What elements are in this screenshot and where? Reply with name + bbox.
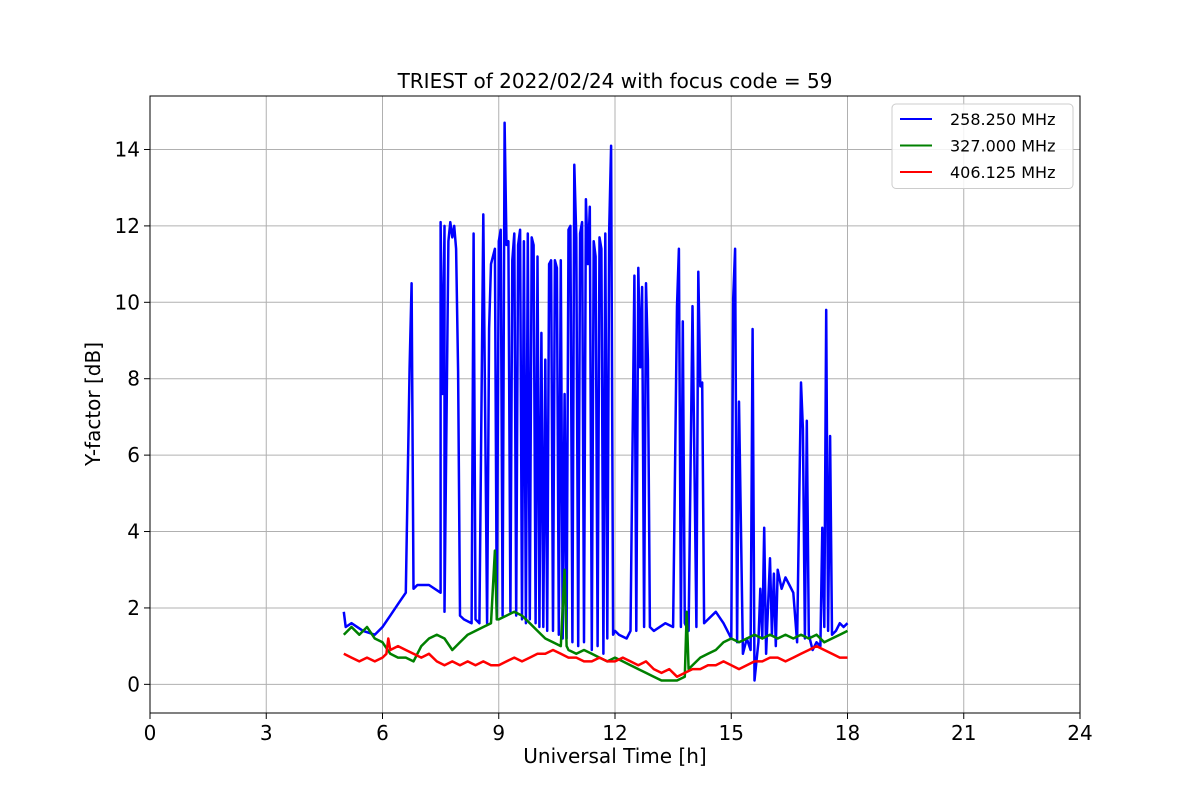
x-tick-label: 12 [602,721,627,745]
x-tick-label: 0 [144,721,157,745]
legend-box [891,103,1074,189]
x-tick-label: 3 [260,721,273,745]
y-tick-label: 4 [127,520,140,544]
y-tick-label: 14 [115,137,140,161]
series-line-2 [342,549,849,682]
legend: 258.250 MHz 327.000 MHz 406.125 MHz [891,103,1074,189]
series-line-3 [343,637,848,678]
x-tick-label: 18 [835,721,860,745]
x-tick-label: 9 [492,721,505,745]
legend-label-2: 327.000 MHz [950,137,1055,156]
legend-label-3: 406.125 MHz [950,163,1055,182]
y-tick-label: 0 [127,672,140,696]
y-tick-label: 8 [127,367,140,391]
y-tick-label: 12 [115,214,140,238]
chart-title: TRIEST of 2022/02/24 with focus code = 5… [397,69,833,93]
y-tick-label: 6 [127,443,140,467]
series-layer [342,121,849,682]
series-line-1 [342,121,849,682]
x-tick-label: 24 [1067,721,1092,745]
legend-label-1: 258.250 MHz [950,110,1055,129]
x-tick-label: 6 [376,721,389,745]
x-tick-label: 21 [951,721,976,745]
x-axis-label: Universal Time [h] [523,744,706,768]
y-tick-label: 10 [115,290,140,314]
y-tick-label: 2 [127,596,140,620]
x-tick-label: 15 [719,721,744,745]
y-axis-label: Y-factor [dB] [81,342,105,467]
